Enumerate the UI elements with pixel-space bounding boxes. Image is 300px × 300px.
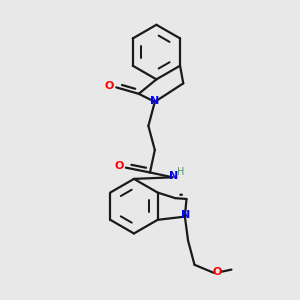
Text: N: N [169,171,178,181]
Text: H: H [177,167,184,178]
Text: N: N [181,210,190,220]
Text: O: O [104,81,114,91]
Text: O: O [213,267,222,277]
Text: O: O [115,161,124,171]
Text: N: N [150,96,159,106]
